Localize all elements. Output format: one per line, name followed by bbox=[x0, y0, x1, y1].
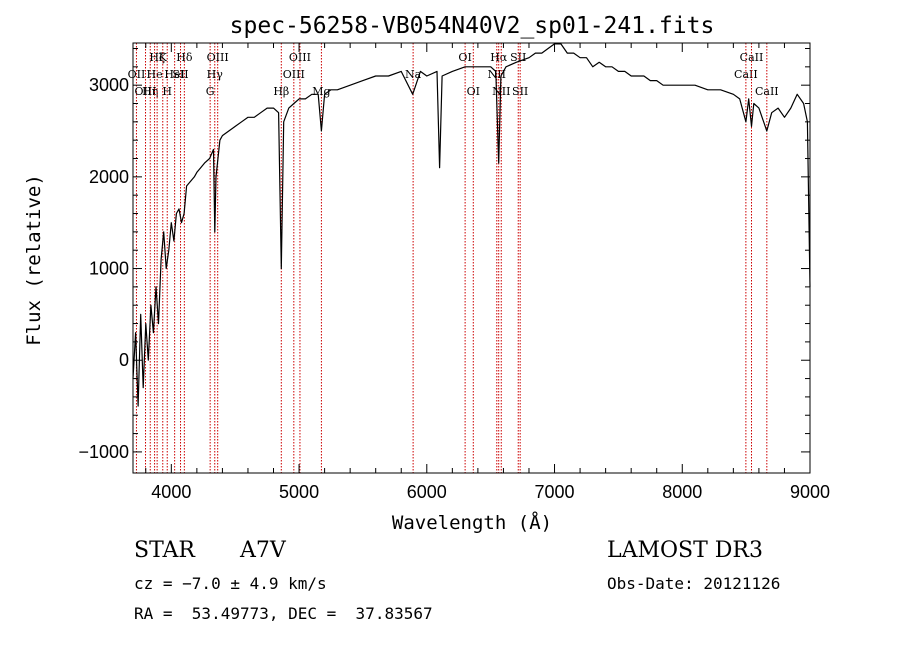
spectrum-chart: spec-56258-VB054N40V2_sp01-241.fits OII O… bbox=[23, 13, 830, 534]
y-tick-label: 3000 bbox=[89, 75, 129, 95]
marker-label-18: OI bbox=[458, 51, 471, 64]
chart-title: spec-56258-VB054N40V2_sp01-241.fits bbox=[230, 13, 715, 39]
x-tick-label: 7000 bbox=[535, 482, 575, 502]
x-tick-label: 4000 bbox=[151, 482, 191, 502]
y-tick-label: 2000 bbox=[89, 167, 129, 187]
marker-label-20: NII bbox=[488, 68, 506, 81]
redshift-text: cz = −7.0 ± 4.9 km/s bbox=[134, 574, 327, 593]
marker-label-1: OIII bbox=[134, 85, 156, 98]
coordinates: RA = 53.49773, DEC = 37.83567 bbox=[134, 604, 433, 623]
marker-label-15: OIII bbox=[289, 51, 311, 64]
y-axis: −1000 0 1000 2000 3000 bbox=[78, 48, 810, 462]
marker-label-19: OI bbox=[467, 85, 480, 98]
marker-label-11: Hγ bbox=[207, 68, 224, 81]
marker-label-2: Hη bbox=[142, 85, 158, 98]
emission-line-markers: OIIOIIIHηHeHζKHHeISIIHδGHγOIIIHβOIIIOIII… bbox=[128, 43, 779, 473]
marker-label-6: H bbox=[162, 85, 172, 98]
y-tick-label: −1000 bbox=[78, 442, 129, 462]
marker-label-24: SII bbox=[512, 85, 528, 98]
marker-label-9: Hδ bbox=[176, 51, 193, 64]
spectrum-line bbox=[132, 43, 811, 407]
object-class: STAR bbox=[134, 538, 195, 563]
spectrum-series bbox=[132, 43, 811, 407]
marker-label-8: SII bbox=[172, 68, 188, 81]
x-tick-label: 8000 bbox=[662, 482, 702, 502]
marker-label-7: HeI bbox=[164, 68, 184, 81]
marker-label-27: CaII bbox=[755, 85, 779, 98]
marker-label-13: Hβ bbox=[273, 85, 289, 98]
plot-frame bbox=[132, 42, 811, 474]
survey-name: LAMOST DR3 bbox=[607, 538, 763, 563]
x-tick-label: 9000 bbox=[790, 482, 830, 502]
x-tick-label: 5000 bbox=[279, 482, 319, 502]
marker-label-22: NII bbox=[492, 85, 510, 98]
marker-label-17: Na bbox=[405, 68, 422, 81]
x-tick-label: 6000 bbox=[407, 482, 447, 502]
marker-label-0: OII bbox=[128, 68, 146, 81]
y-tick-label: 1000 bbox=[89, 259, 129, 279]
marker-label-10: G bbox=[206, 85, 215, 98]
x-axis-label: Wavelength (Å) bbox=[392, 511, 552, 534]
marker-label-14: OIII bbox=[283, 68, 305, 81]
marker-label-12: OIII bbox=[207, 51, 229, 64]
marker-label-3: He bbox=[147, 68, 163, 81]
y-tick-label: 0 bbox=[119, 350, 129, 370]
marker-label-23: SII bbox=[510, 51, 526, 64]
x-axis: 4000 5000 6000 7000 8000 9000 bbox=[145, 43, 830, 502]
y-axis-label: Flux (relative) bbox=[23, 174, 45, 346]
marker-label-21: Hα bbox=[490, 51, 508, 64]
object-subclass: A7V bbox=[240, 538, 286, 563]
marker-label-5: K bbox=[159, 51, 168, 64]
marker-label-4: Hζ bbox=[149, 51, 165, 64]
marker-label-25: CaII bbox=[734, 68, 758, 81]
obs-date: Obs-Date: 20121126 bbox=[607, 574, 781, 593]
marker-label-26: CaII bbox=[740, 51, 764, 64]
